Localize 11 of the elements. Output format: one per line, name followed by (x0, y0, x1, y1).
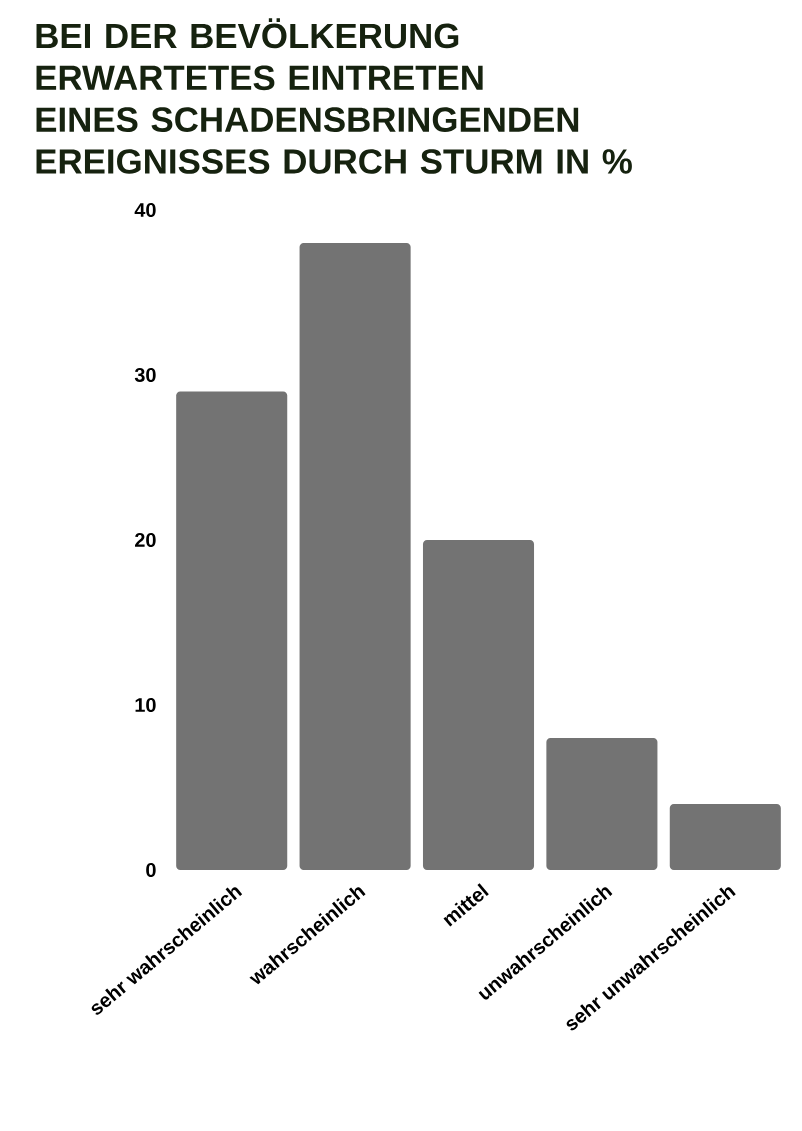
bar (669, 804, 781, 870)
y-tick-label: 20 (135, 532, 156, 548)
bar (422, 540, 535, 870)
y-tick-label: 10 (135, 697, 156, 713)
bar (546, 738, 658, 870)
y-tick-label: 40 (134, 202, 156, 218)
bar (176, 391, 288, 870)
bar (299, 243, 411, 870)
chart-title: BEI DER BEVÖLKERUNG ERWARTETES EINTRETEN EINES SCHADENSBRINGENDEN EREIGNISSES DURCH STURM IN % (36, 18, 632, 174)
y-tick-label: 0 (146, 862, 156, 878)
y-tick-label: 30 (134, 367, 156, 383)
